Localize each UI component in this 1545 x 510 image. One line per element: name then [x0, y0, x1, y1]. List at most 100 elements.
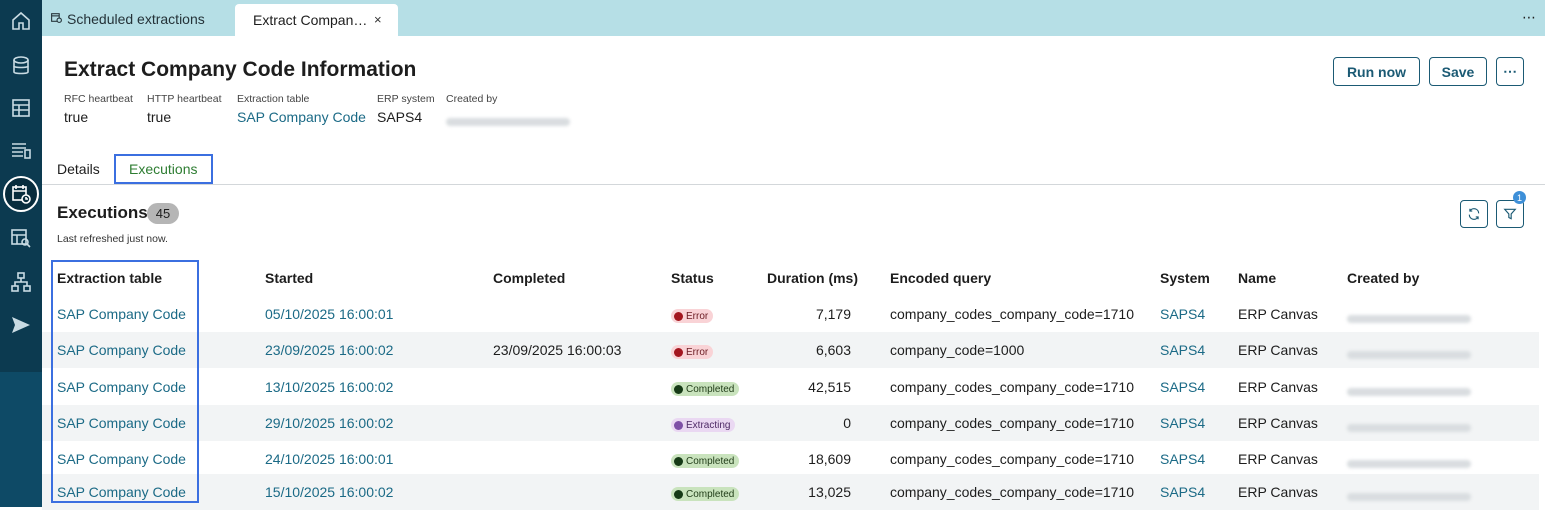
- more-tabs-icon[interactable]: ⋯: [1522, 9, 1536, 25]
- started-link[interactable]: 23/09/2025 16:00:02: [265, 342, 394, 358]
- status-badge: Error: [671, 345, 714, 359]
- status-badge: Completed: [671, 382, 740, 396]
- run-now-button[interactable]: Run now: [1333, 57, 1420, 86]
- more-actions-button[interactable]: ⋯: [1496, 57, 1524, 86]
- executions-tab-highlight: [114, 154, 213, 184]
- system-link[interactable]: SAPS4: [1160, 451, 1206, 467]
- extraction-table-link[interactable]: SAP Company Code: [57, 379, 186, 395]
- encoded-query-cell: company_codes_company_code=1710: [890, 379, 1135, 395]
- meta-label-created-by: Created by: [446, 93, 498, 105]
- active-nav-indicator: [3, 176, 39, 212]
- column-header-system[interactable]: System: [1160, 270, 1210, 286]
- started-link[interactable]: 15/10/2025 16:00:02: [265, 484, 394, 500]
- executions-count-badge: 45: [147, 203, 179, 224]
- tab-bar: Scheduled extractions Extract Compan… × …: [42, 0, 1545, 36]
- hierarchy-icon[interactable]: [9, 270, 33, 294]
- extraction-table-link[interactable]: SAP Company Code: [57, 484, 186, 500]
- status-dot-icon: [674, 420, 683, 430]
- meta-value-rfc: true: [64, 109, 89, 125]
- filter-icon: [1503, 208, 1517, 220]
- status-label: Completed: [686, 383, 735, 395]
- created-by-blurred: [1347, 310, 1471, 326]
- name-cell: ERP Canvas: [1238, 451, 1318, 467]
- tab-extract-company[interactable]: Extract Compan… ×: [235, 4, 398, 36]
- system-link[interactable]: SAPS4: [1160, 342, 1206, 358]
- meta-value-http: true: [147, 109, 172, 125]
- started-link[interactable]: 13/10/2025 16:00:02: [265, 379, 394, 395]
- home-icon[interactable]: [9, 9, 33, 33]
- name-cell: ERP Canvas: [1238, 415, 1318, 431]
- meta-value-erp: SAPS4: [377, 109, 423, 125]
- table-row[interactable]: SAP Company Code 13/10/2025 16:00:02 Compl…: [42, 369, 1539, 405]
- status-label: Completed: [686, 488, 735, 500]
- save-button[interactable]: Save: [1429, 57, 1487, 86]
- column-header-status[interactable]: Status: [671, 270, 714, 286]
- table-row[interactable]: SAP Company Code 24/10/2025 16:00:01 Compl…: [42, 441, 1539, 477]
- table-icon[interactable]: [9, 96, 33, 120]
- filter-button[interactable]: [1496, 200, 1524, 228]
- extraction-table-link[interactable]: SAP Company Code: [57, 415, 186, 431]
- meta-value-extraction-table-link[interactable]: SAP Company Code: [237, 109, 366, 125]
- status-label: Error: [686, 310, 709, 322]
- column-header-encoded-query[interactable]: Encoded query: [890, 270, 992, 286]
- system-link[interactable]: SAPS4: [1160, 484, 1206, 500]
- send-icon[interactable]: [9, 313, 33, 337]
- system-link[interactable]: SAPS4: [1160, 306, 1206, 322]
- completed-cell: 23/09/2025 16:00:03: [493, 342, 622, 358]
- meta-value-created-by-blurred: [446, 113, 570, 129]
- status-label: Completed: [686, 455, 735, 467]
- name-cell: ERP Canvas: [1238, 342, 1318, 358]
- database-icon[interactable]: [9, 54, 33, 78]
- duration-cell: 18,609: [808, 451, 851, 467]
- sidebar-lower-area: [0, 372, 42, 507]
- layers-icon[interactable]: [9, 138, 33, 162]
- page-title: Extract Company Code Information: [64, 58, 417, 81]
- column-header-created-by[interactable]: Created by: [1347, 270, 1420, 286]
- extraction-table-link[interactable]: SAP Company Code: [57, 342, 186, 358]
- system-link[interactable]: SAPS4: [1160, 379, 1206, 395]
- duration-cell: 7,179: [815, 306, 851, 322]
- created-by-blurred: [1347, 346, 1471, 362]
- column-header-completed[interactable]: Completed: [493, 270, 566, 286]
- duration-cell: 42,515: [808, 379, 851, 395]
- name-cell: ERP Canvas: [1238, 484, 1318, 500]
- tab-details[interactable]: Details: [57, 161, 100, 177]
- created-by-blurred: [1347, 488, 1471, 504]
- tab-executions[interactable]: Executions: [129, 161, 198, 177]
- sidebar: [0, 0, 42, 507]
- started-link[interactable]: 24/10/2025 16:00:01: [265, 451, 394, 467]
- started-link[interactable]: 05/10/2025 16:00:01: [265, 306, 394, 322]
- extraction-table-link[interactable]: SAP Company Code: [57, 306, 186, 322]
- name-cell: ERP Canvas: [1238, 379, 1318, 395]
- meta-label-rfc: RFC heartbeat: [64, 93, 133, 105]
- created-by-blurred: [1347, 383, 1471, 399]
- tab-scheduled-extractions[interactable]: Scheduled extractions: [50, 11, 205, 27]
- close-icon[interactable]: ×: [374, 12, 382, 27]
- started-link[interactable]: 29/10/2025 16:00:02: [265, 415, 394, 431]
- duration-cell: 13,025: [808, 484, 851, 500]
- schedule-icon: [50, 11, 63, 27]
- column-header-started[interactable]: Started: [265, 270, 314, 286]
- column-header-duration[interactable]: Duration (ms): [767, 270, 858, 286]
- refresh-button[interactable]: [1460, 200, 1488, 228]
- extraction-table-link[interactable]: SAP Company Code: [57, 451, 186, 467]
- table-row[interactable]: SAP Company Code 05/10/2025 16:00:01 Error…: [42, 296, 1539, 332]
- status-badge: Error: [671, 309, 714, 323]
- status-badge: Extracting: [671, 418, 736, 432]
- duration-cell: 0: [843, 415, 851, 431]
- status-dot-icon: [674, 456, 683, 466]
- tab-label: Scheduled extractions: [67, 11, 205, 27]
- table-row[interactable]: SAP Company Code 29/10/2025 16:00:02 Extra…: [42, 405, 1539, 441]
- encoded-query-cell: company_codes_company_code=1710: [890, 451, 1135, 467]
- schedule-icon[interactable]: [9, 182, 33, 206]
- column-header-name[interactable]: Name: [1238, 270, 1277, 286]
- search-table-icon[interactable]: [9, 226, 33, 250]
- status-badge: Completed: [671, 487, 740, 501]
- table-row[interactable]: SAP Company Code 15/10/2025 16:00:02 Compl…: [42, 474, 1539, 510]
- system-link[interactable]: SAPS4: [1160, 415, 1206, 431]
- encoded-query-cell: company_codes_company_code=1710: [890, 484, 1135, 500]
- column-header-extraction-table[interactable]: Extraction table: [57, 270, 163, 286]
- tabs-divider: [42, 184, 1545, 185]
- table-row[interactable]: SAP Company Code 23/09/2025 16:00:02 23/09…: [42, 332, 1539, 368]
- status-dot-icon: [674, 347, 683, 357]
